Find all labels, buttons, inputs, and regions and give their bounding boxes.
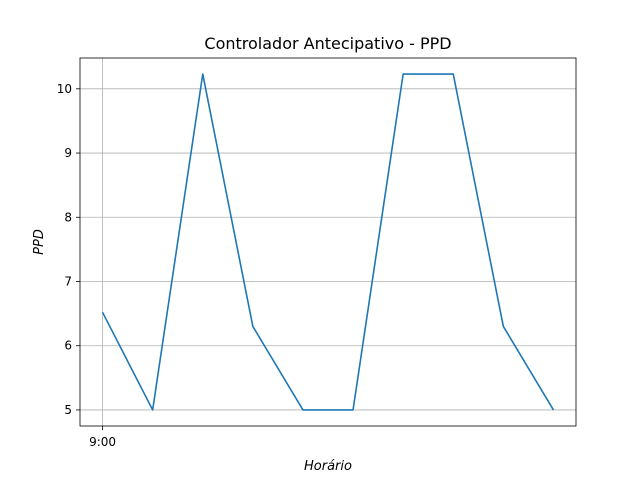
y-tick-label: 6	[64, 339, 72, 353]
x-tick-label: 9:00	[89, 435, 116, 449]
y-tick-label: 9	[64, 146, 72, 160]
y-tick-label: 5	[64, 403, 72, 417]
grid	[80, 58, 576, 426]
chart-title: Controlador Antecipativo - PPD	[204, 34, 451, 53]
series-line	[101, 73, 555, 411]
y-tick-label: 8	[64, 210, 72, 224]
plot-frame	[79, 57, 577, 427]
y-axis-label: PPD	[32, 229, 47, 255]
y-tick-label: 7	[64, 274, 72, 288]
ticks: 5 6 7 8 9 10 9:00	[57, 82, 116, 449]
y-tick-label: 10	[57, 82, 72, 96]
series-layer	[101, 73, 555, 411]
x-axis-label: Horário	[304, 459, 352, 474]
